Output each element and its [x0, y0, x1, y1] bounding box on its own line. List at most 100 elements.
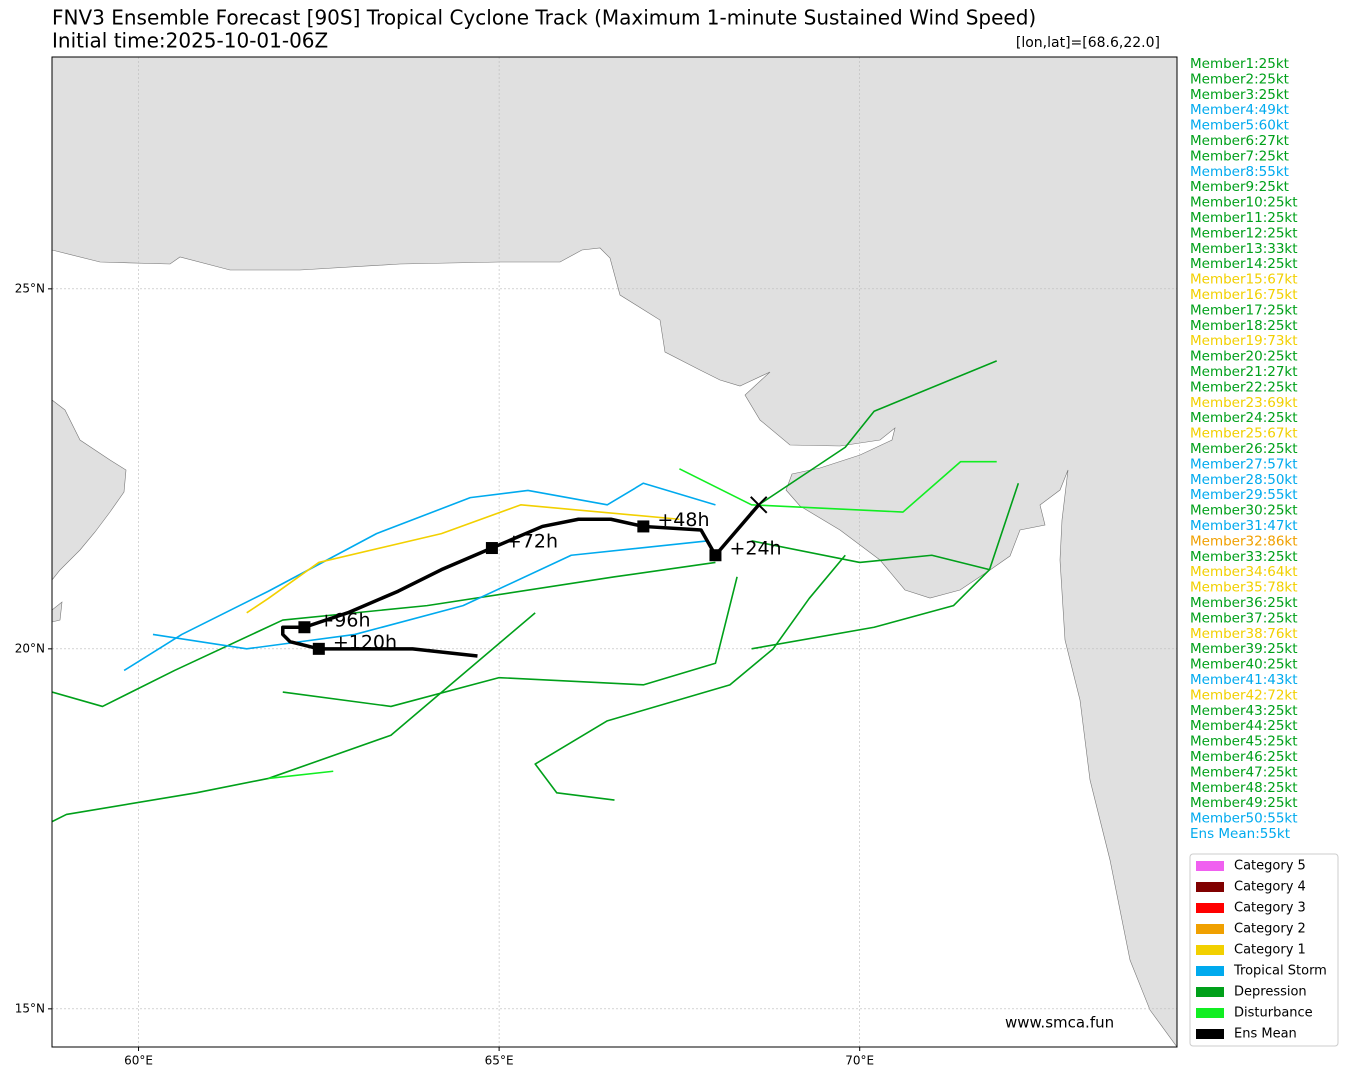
member-label: Member16:75kt	[1190, 287, 1298, 303]
member-label: Member48:25kt	[1190, 780, 1298, 796]
member-label: Member5:60kt	[1190, 118, 1289, 134]
legend-label: Category 2	[1234, 922, 1306, 937]
member-label: Member4:49kt	[1190, 102, 1289, 118]
member-label: Member29:55kt	[1190, 487, 1298, 503]
legend-swatch	[1196, 924, 1224, 934]
member-label: Member21:27kt	[1190, 364, 1298, 380]
member-track	[52, 612, 536, 823]
member-label: Member9:25kt	[1190, 179, 1289, 195]
member-label: Member39:25kt	[1190, 641, 1298, 657]
land-islet	[52, 601, 63, 623]
member-label: Member46:25kt	[1190, 749, 1298, 765]
member-label: Member1:25kt	[1190, 56, 1289, 72]
member-label: Member42:72kt	[1190, 687, 1298, 703]
x-tick-label: 70°E	[845, 1054, 874, 1068]
member-label: Member38:76kt	[1190, 626, 1298, 642]
x-tick-label: 65°E	[485, 1054, 514, 1068]
legend-swatch	[1196, 987, 1224, 997]
member-label: Member8:55kt	[1190, 164, 1289, 180]
y-tick-label: 25°N	[15, 281, 45, 295]
initial-position	[750, 496, 768, 514]
legend-label: Category 3	[1234, 901, 1306, 916]
time-marker	[709, 549, 722, 562]
land	[52, 57, 1177, 1047]
legend-label: Depression	[1234, 985, 1307, 1000]
legend-label: Ens Mean	[1234, 1027, 1297, 1042]
position-label: [lon,lat]=[68.6,22.0]	[1016, 35, 1160, 51]
member-track	[751, 482, 1020, 571]
legend-label: Disturbance	[1234, 1006, 1313, 1021]
member-label: Member24:25kt	[1190, 410, 1298, 426]
ens-mean-track	[281, 503, 761, 658]
time-marker	[637, 520, 650, 533]
time-label: +48h	[657, 509, 709, 531]
member-label: Member23:69kt	[1190, 395, 1298, 411]
member-label: Member10:25kt	[1190, 195, 1298, 211]
member-label: Member28:50kt	[1190, 472, 1298, 488]
member-label: Member41:43kt	[1190, 672, 1298, 688]
legend-label: Category 1	[1234, 943, 1306, 958]
member-label: Member47:25kt	[1190, 764, 1298, 780]
member-label: Member6:27kt	[1190, 133, 1289, 149]
y-tick-label: 20°N	[15, 641, 45, 655]
map-frame	[51, 56, 1178, 1048]
legend-swatch	[1196, 903, 1224, 913]
tracks: +24h +48h +72h +96h+120h	[52, 360, 1020, 823]
member-label: Member17:25kt	[1190, 302, 1298, 318]
legend-swatch	[1196, 1008, 1224, 1018]
legend-label: Category 5	[1234, 859, 1306, 874]
member-label: Member18:25kt	[1190, 318, 1298, 334]
member-label: Member49:25kt	[1190, 795, 1298, 811]
y-tick-label: 15°N	[15, 1001, 45, 1015]
time-label: +72h	[506, 531, 558, 553]
grid	[52, 57, 1177, 1047]
member-label: Member45:25kt	[1190, 734, 1298, 750]
member-label: Member19:73kt	[1190, 333, 1298, 349]
member-label: Member44:25kt	[1190, 718, 1298, 734]
legend-swatch	[1196, 882, 1224, 892]
member-track	[679, 460, 997, 513]
member-track	[758, 360, 998, 506]
time-label: +24h	[729, 538, 781, 560]
time-marker	[298, 621, 311, 634]
member-label: Member27:57kt	[1190, 456, 1298, 472]
chart-title: FNV3 Ensemble Forecast [90S] Tropical Cy…	[52, 6, 1036, 30]
legend-swatch	[1196, 966, 1224, 976]
member-label: Member31:47kt	[1190, 518, 1298, 534]
member-label: Member11:25kt	[1190, 210, 1298, 226]
member-track	[268, 770, 334, 780]
member-label: Member32:86kt	[1190, 533, 1298, 549]
member-label: Member25:67kt	[1190, 426, 1298, 442]
time-marker	[312, 642, 325, 655]
legend-swatch	[1196, 1029, 1224, 1039]
member-label: Member33:25kt	[1190, 549, 1298, 565]
member-label: Member3:25kt	[1190, 87, 1289, 103]
time-label: +96h	[318, 610, 370, 632]
member-label: Member14:25kt	[1190, 256, 1298, 272]
time-marker	[485, 542, 498, 555]
land-north	[52, 57, 1177, 1047]
subtitle: Initial time:2025-10-01-06Z	[52, 29, 328, 53]
member-label: Member40:25kt	[1190, 657, 1298, 673]
member-label: Member36:25kt	[1190, 595, 1298, 611]
x-tick-label: 60°E	[124, 1054, 153, 1068]
legend-label: Category 4	[1234, 880, 1306, 895]
legend-swatch	[1196, 861, 1224, 871]
member-label: Member15:67kt	[1190, 272, 1298, 288]
legend-box	[1189, 853, 1339, 1047]
member-label: Member30:25kt	[1190, 503, 1298, 519]
watermark: www.smca.fun	[1005, 1014, 1114, 1032]
member-label: Member13:33kt	[1190, 241, 1298, 257]
legend-swatch	[1196, 945, 1224, 955]
member-track	[751, 569, 991, 650]
member-label: Ens Mean:55kt	[1190, 826, 1290, 842]
member-label: Member26:25kt	[1190, 441, 1298, 457]
member-track	[534, 554, 846, 801]
member-label: Member20:25kt	[1190, 349, 1298, 365]
member-track	[152, 540, 709, 650]
member-label: Member34:64kt	[1190, 564, 1298, 580]
land-oman	[52, 399, 127, 581]
member-track	[246, 504, 680, 614]
legend-label: Tropical Storm	[1233, 964, 1327, 979]
